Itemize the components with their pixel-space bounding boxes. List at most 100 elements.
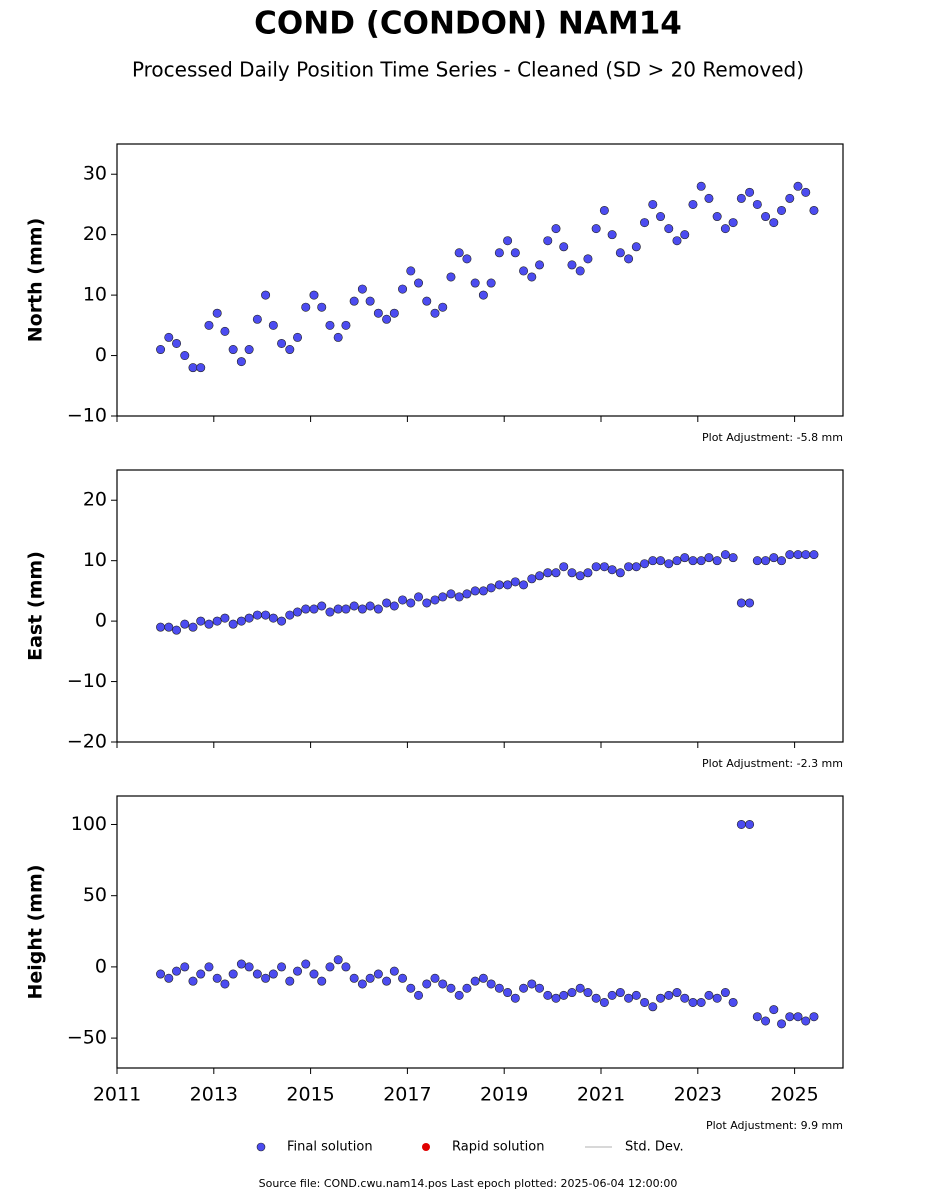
y-tick-label: 20 (83, 223, 107, 245)
data-point (712, 212, 722, 222)
legend-label: Final solution (287, 1140, 373, 1155)
data-point (333, 955, 343, 965)
data-point (745, 598, 755, 608)
data-point (567, 260, 577, 270)
data-point (503, 236, 513, 246)
data-point (486, 278, 496, 288)
y-tick-label: −50 (67, 1027, 107, 1049)
data-point (736, 598, 746, 608)
data-point (672, 556, 682, 566)
data-point (277, 962, 287, 972)
data-point (648, 1002, 658, 1012)
plot-adjustment: Plot Adjustment: 9.9 mm (706, 1119, 843, 1132)
y-tick-label: −10 (67, 405, 107, 427)
data-point (543, 236, 553, 246)
data-point (301, 302, 311, 312)
x-tick-label: 2019 (480, 1084, 528, 1106)
data-point (559, 242, 569, 252)
data-point (382, 314, 392, 324)
data-point (728, 997, 738, 1007)
data-point (180, 351, 190, 361)
data-point (277, 338, 287, 348)
data-point (793, 550, 803, 560)
data-point (414, 990, 424, 1000)
data-point (373, 969, 383, 979)
data-point (196, 616, 206, 626)
plot-frame (116, 469, 844, 743)
data-point (801, 187, 811, 197)
plot-adjustment: Plot Adjustment: -5.8 mm (702, 431, 843, 444)
data-point (430, 308, 440, 318)
data-point (809, 1012, 819, 1022)
data-point (712, 993, 722, 1003)
data-point (333, 332, 343, 342)
data-point (212, 973, 222, 983)
y-tick-label: 10 (83, 284, 107, 306)
data-point (196, 363, 206, 373)
data-point (325, 320, 335, 330)
y-axis-label: Height (mm) (25, 864, 47, 999)
data-point (696, 556, 706, 566)
data-point (220, 979, 230, 989)
data-point (688, 199, 698, 209)
data-point (793, 181, 803, 191)
data-point (543, 568, 553, 578)
data-point (293, 966, 303, 976)
data-point (212, 308, 222, 318)
title: COND (CONDON) NAM14 (254, 6, 682, 42)
data-point (430, 595, 440, 605)
data-point (736, 819, 746, 829)
data-point (535, 983, 545, 993)
data-point (268, 969, 278, 979)
legend-marker (422, 1143, 430, 1151)
data-point (454, 592, 464, 602)
data-point (357, 604, 367, 614)
data-point (664, 990, 674, 1000)
data-point (551, 224, 561, 234)
data-point (470, 976, 480, 986)
data-point (736, 193, 746, 203)
data-point (454, 990, 464, 1000)
data-point (575, 266, 585, 276)
data-point (389, 308, 399, 318)
data-point (664, 224, 674, 234)
data-point (156, 969, 166, 979)
data-point (470, 278, 480, 288)
data-point (365, 296, 375, 306)
data-point (752, 1012, 762, 1022)
data-point (406, 983, 416, 993)
data-point (752, 556, 762, 566)
data-point (244, 345, 254, 355)
data-point (519, 983, 529, 993)
data-point (728, 218, 738, 228)
data-point (414, 592, 424, 602)
data-point (624, 993, 634, 1003)
data-point (438, 979, 448, 989)
y-tick-label: 100 (71, 813, 107, 835)
data-point (510, 577, 520, 587)
data-point (543, 990, 553, 1000)
y-tick-label: 0 (95, 955, 107, 977)
data-point (809, 550, 819, 560)
x-tick-label: 2011 (93, 1084, 141, 1106)
data-point (720, 224, 730, 234)
data-point (640, 218, 650, 228)
data-point (567, 568, 577, 578)
data-point (357, 284, 367, 294)
data-point (325, 962, 335, 972)
data-point (446, 983, 456, 993)
data-point (631, 242, 641, 252)
x-tick-label: 2023 (674, 1084, 722, 1106)
data-point (720, 988, 730, 998)
data-point (261, 973, 271, 983)
data-point (252, 314, 262, 324)
data-point (293, 607, 303, 617)
data-point (462, 254, 472, 264)
data-point (252, 969, 262, 979)
data-point (494, 580, 504, 590)
data-point (696, 181, 706, 191)
data-point (373, 604, 383, 614)
data-point (389, 601, 399, 611)
data-point (785, 550, 795, 560)
data-point (712, 556, 722, 566)
